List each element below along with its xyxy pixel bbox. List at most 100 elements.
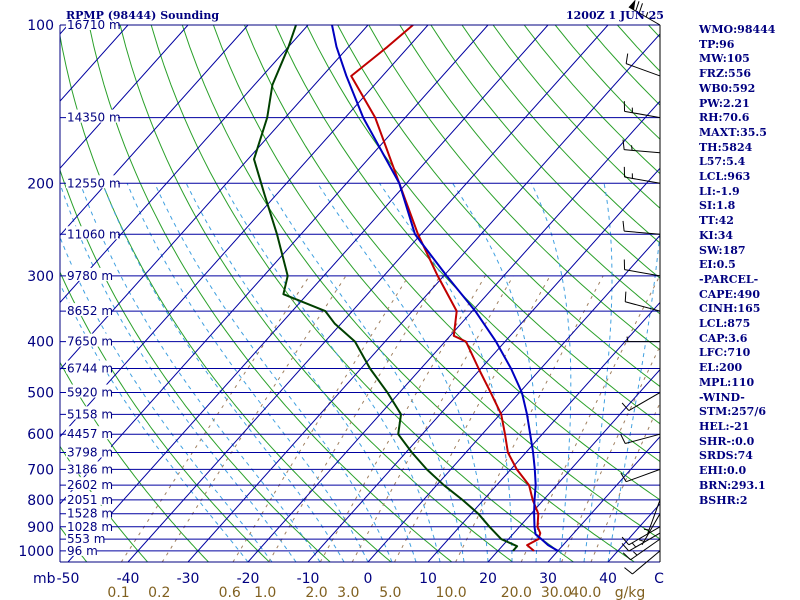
wind-barbs bbox=[620, 0, 661, 575]
pressure-tick-label: 100 bbox=[27, 18, 54, 34]
wind-barb-half-feather bbox=[639, 539, 645, 542]
mixing-ratio-label: 30.0 bbox=[541, 585, 572, 600]
wind-barb bbox=[628, 0, 661, 26]
index-line: CINH:165 bbox=[699, 302, 761, 316]
index-line: LFC:710 bbox=[699, 346, 751, 360]
height-label: 5920 m bbox=[67, 386, 113, 400]
height-label: 5158 m bbox=[67, 407, 113, 421]
wind-barb-staff bbox=[624, 110, 661, 119]
wind-barb bbox=[624, 336, 660, 343]
index-line: EL:200 bbox=[699, 361, 743, 375]
background-grid bbox=[0, 25, 660, 562]
height-label: 11060 m bbox=[67, 227, 121, 241]
dewpoint-line bbox=[253, 25, 519, 552]
index-line: SHR-:0.0 bbox=[699, 434, 755, 448]
isotherm bbox=[0, 25, 8, 562]
height-label-bg bbox=[66, 384, 111, 398]
mixing-ratio-label: 0.1 bbox=[107, 585, 129, 600]
temperature-tick-label: -40 bbox=[117, 571, 140, 587]
dry-adiabat bbox=[60, 270, 270, 562]
wind-barb bbox=[621, 532, 661, 552]
pressure-tick-label: 1000 bbox=[18, 544, 54, 560]
height-label: 3798 m bbox=[67, 445, 113, 459]
dry-adiabat bbox=[60, 445, 148, 562]
temperature-tick-label: -10 bbox=[297, 571, 320, 587]
wind-barb bbox=[625, 53, 661, 77]
pressure-tick-label: 300 bbox=[27, 269, 54, 285]
moist-adiabat bbox=[265, 183, 465, 562]
dry-adiabat bbox=[368, 25, 660, 351]
wind-barb bbox=[622, 538, 661, 561]
dry-adiabat bbox=[461, 25, 660, 244]
index-line: FRZ:556 bbox=[699, 67, 752, 81]
wind-barb bbox=[624, 291, 661, 312]
isotherm bbox=[367, 234, 660, 562]
dry-adiabat bbox=[0, 25, 26, 562]
wind-barb-feather bbox=[621, 536, 630, 546]
index-line: LI:-1.9 bbox=[699, 184, 740, 198]
plot-frame bbox=[59, 24, 661, 563]
height-label: 2602 m bbox=[67, 478, 113, 492]
wind-barb-feather bbox=[621, 543, 630, 552]
isotherm bbox=[60, 25, 69, 35]
pressure-tick-label: 900 bbox=[27, 520, 54, 536]
index-line: KI:34 bbox=[699, 228, 734, 242]
height-label-bg bbox=[66, 333, 111, 347]
height-label-bg bbox=[66, 505, 111, 519]
wind-barb-half-feather bbox=[643, 528, 650, 531]
height-label-bg bbox=[66, 303, 111, 317]
wind-barb bbox=[623, 101, 661, 119]
pressure-tick-label: 400 bbox=[27, 335, 54, 351]
index-line: CAP:3.6 bbox=[699, 331, 748, 345]
mixing-ratio-line bbox=[455, 275, 604, 562]
height-label: 14350 m bbox=[67, 111, 121, 125]
wind-barb-staff bbox=[625, 301, 661, 312]
mixing-ratio-label: 0.2 bbox=[148, 585, 170, 600]
index-line: LCL:963 bbox=[699, 170, 751, 184]
mixing-ratio-line bbox=[268, 275, 441, 562]
mixing-ratio-line bbox=[520, 275, 660, 562]
mixing-ratio-label: 10.0 bbox=[436, 585, 467, 600]
mixing-ratio-label: 1.0 bbox=[254, 585, 276, 600]
wind-barb-feather bbox=[622, 139, 625, 150]
isotherm bbox=[67, 25, 549, 562]
wind-barb-staff bbox=[647, 499, 661, 534]
wind-barb bbox=[621, 526, 661, 546]
moist-adiabat bbox=[79, 183, 321, 562]
index-line: -WIND- bbox=[699, 390, 745, 404]
wind-barb bbox=[643, 499, 661, 534]
moist-adiabat bbox=[452, 183, 539, 562]
index-line: EI:0.5 bbox=[699, 258, 736, 272]
pressure-tick-label: 700 bbox=[27, 462, 54, 478]
index-line: SRDS:74 bbox=[699, 449, 753, 463]
dry-adiabat bbox=[244, 25, 660, 501]
wind-barb bbox=[620, 433, 661, 444]
wind-barb-staff bbox=[624, 269, 661, 277]
moist-adiabat bbox=[607, 227, 660, 562]
dry-adiabat bbox=[337, 25, 660, 388]
height-label: 1028 m bbox=[67, 520, 113, 534]
moist-adiabat bbox=[185, 183, 417, 562]
mixing-ratio-line bbox=[561, 345, 660, 562]
index-line: -PARCEL- bbox=[699, 272, 759, 286]
height-label: 96 m bbox=[67, 544, 98, 558]
height-label-bg bbox=[66, 175, 118, 189]
height-label-bg bbox=[66, 426, 111, 440]
height-label: 16710 m bbox=[67, 18, 121, 32]
height-label-bg bbox=[66, 267, 111, 281]
dry-adiabat bbox=[60, 361, 209, 562]
mixing-ratio-line bbox=[394, 275, 551, 562]
wind-barb-staff bbox=[624, 176, 661, 184]
wind-barb-feather bbox=[621, 402, 630, 411]
sounding-series bbox=[253, 25, 559, 552]
wind-barb bbox=[623, 259, 661, 277]
wind-barb bbox=[621, 392, 661, 411]
height-label: 12550 m bbox=[67, 176, 121, 190]
dry-adiabat bbox=[399, 25, 660, 315]
wind-barb-feather bbox=[624, 291, 627, 302]
index-line: LCL:875 bbox=[699, 317, 751, 331]
index-line: RH:70.6 bbox=[699, 111, 750, 125]
moist-adiabat bbox=[102, 183, 345, 562]
height-label-bg bbox=[66, 406, 111, 420]
